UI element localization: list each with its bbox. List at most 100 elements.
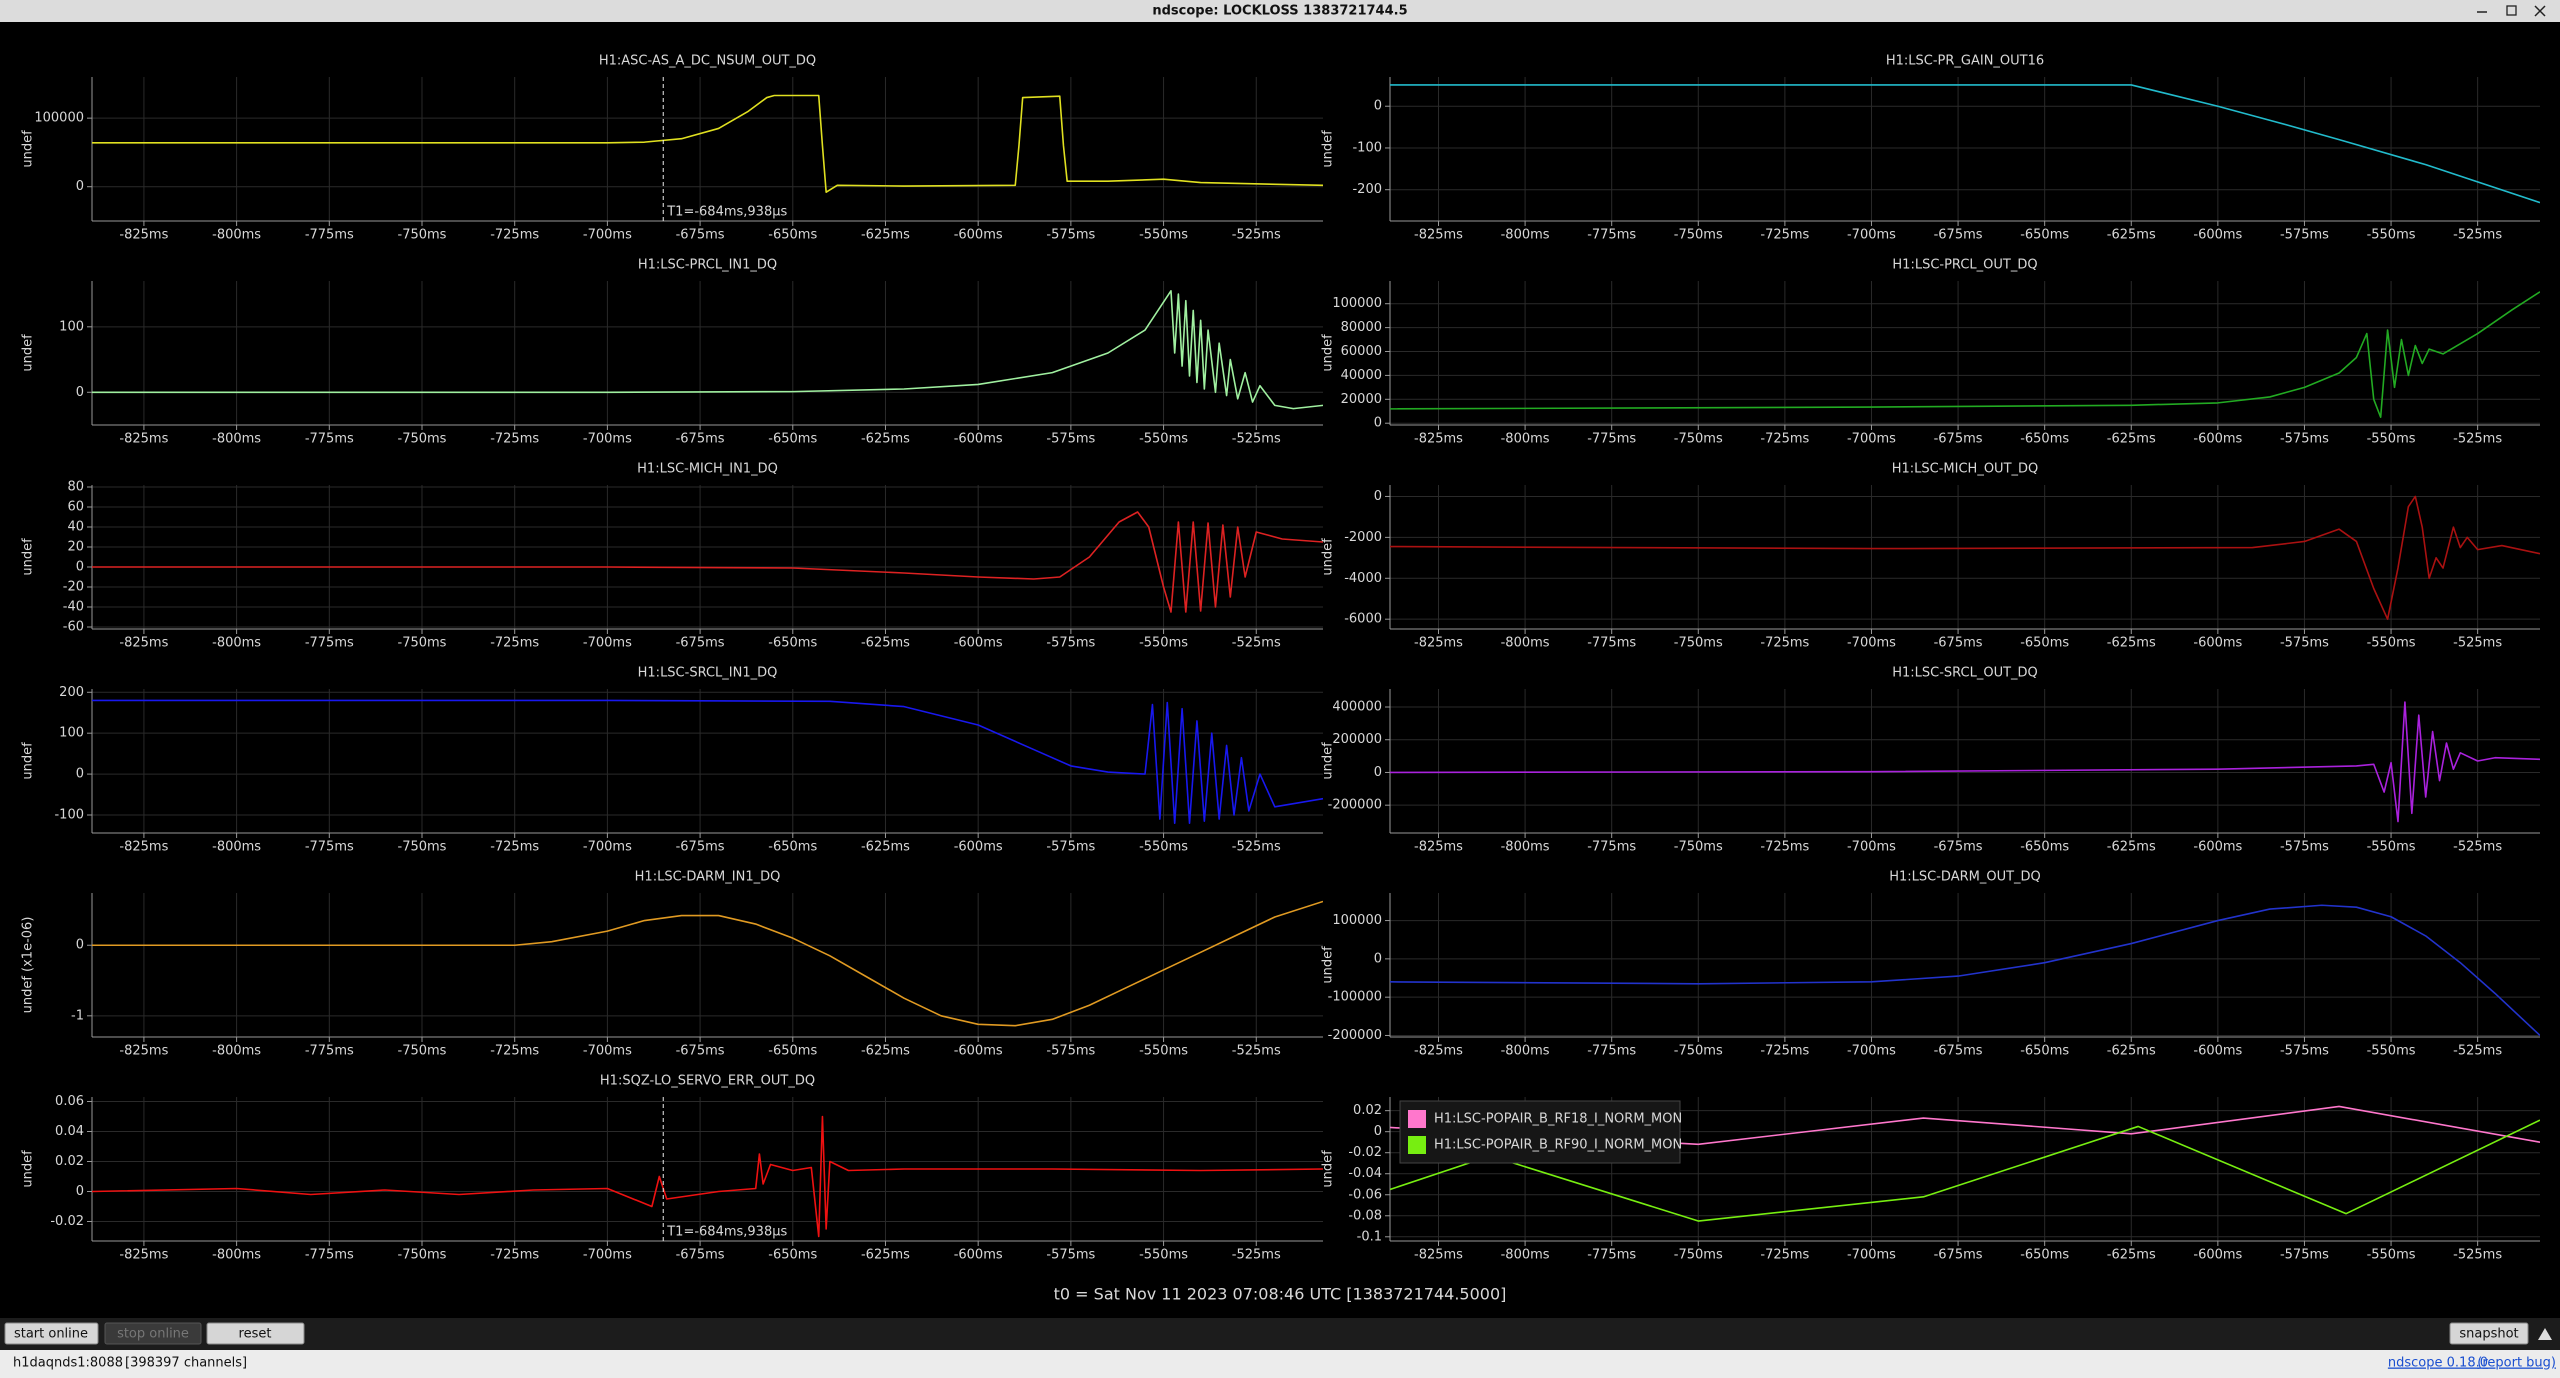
x-tick-label: -775ms (1587, 840, 1636, 855)
x-tick-label: -675ms (1934, 840, 1983, 855)
y-tick-label: 0 (76, 385, 84, 400)
x-tick-label: -600ms (954, 1044, 1003, 1059)
x-tick-label: -775ms (1587, 636, 1636, 651)
x-tick-label: -650ms (768, 432, 817, 447)
x-tick-label: -675ms (676, 636, 725, 651)
x-tick-label: -625ms (861, 1248, 910, 1263)
button-label: stop online (117, 1327, 189, 1342)
server-label: h1daqnds1:8088 (13, 1356, 123, 1371)
x-tick-label: -775ms (305, 1248, 354, 1263)
reset-button[interactable]: reset (206, 1322, 305, 1345)
x-tick-label: -600ms (2193, 636, 2242, 651)
start-online-button[interactable]: start online (4, 1322, 99, 1345)
y-tick-label: -100 (1352, 140, 1382, 155)
series-line (92, 290, 1323, 410)
maximize-button[interactable] (2506, 5, 2517, 16)
legend-box (1399, 1100, 1681, 1164)
x-tick-label: -550ms (1139, 840, 1188, 855)
x-tick-label: -750ms (1674, 1044, 1723, 1059)
y-tick-label: 100 (59, 319, 84, 334)
x-tick-label: -625ms (2107, 432, 2156, 447)
y-tick-label: 0.02 (55, 1154, 84, 1169)
x-tick-label: -625ms (861, 432, 910, 447)
button-frame[interactable] (2449, 1322, 2529, 1345)
x-tick-label: -700ms (583, 840, 632, 855)
window-controls[interactable] (2477, 5, 2546, 17)
x-tick-label: -600ms (954, 432, 1003, 447)
y-tick-label: -0.06 (1348, 1187, 1382, 1202)
button-frame[interactable] (206, 1322, 305, 1345)
x-tick-label: -675ms (676, 840, 725, 855)
x-tick-label: -550ms (2367, 1248, 2416, 1263)
x-tick-label: -675ms (1934, 1044, 1983, 1059)
report-bug-link[interactable]: (report bug) (2477, 1356, 2556, 1371)
cursor-label: T1=-684ms,938µs (666, 1225, 787, 1240)
x-tick-label: -825ms (1414, 636, 1463, 651)
x-tick-label: -825ms (119, 1248, 168, 1263)
y-tick-label: 0 (76, 1184, 84, 1199)
y-tick-label: 0.04 (55, 1124, 84, 1139)
plot-title: H1:LSC-PRCL_OUT_DQ (1892, 258, 2037, 273)
x-tick-label: -650ms (2020, 1044, 2069, 1059)
x-tick-label: -550ms (2367, 636, 2416, 651)
y-tick-label: -100 (54, 808, 84, 823)
x-tick-label: -550ms (1139, 432, 1188, 447)
x-tick-label: -825ms (1414, 432, 1463, 447)
x-tick-label: -775ms (305, 432, 354, 447)
x-tick-label: -675ms (1934, 228, 1983, 243)
x-tick-label: -600ms (2193, 1248, 2242, 1263)
button-frame (104, 1322, 202, 1345)
x-tick-label: -650ms (768, 840, 817, 855)
series-line (1390, 84, 2540, 204)
x-tick-label: -725ms (1760, 1248, 1809, 1263)
x-tick-label: -650ms (768, 228, 817, 243)
button-label[interactable]: start online (14, 1327, 88, 1342)
x-tick-label: -700ms (1847, 1248, 1896, 1263)
x-tick-label: -550ms (2367, 1044, 2416, 1059)
y-tick-label: 60000 (1341, 344, 1382, 359)
y-tick-label: 0 (1374, 489, 1382, 504)
y-tick-label: -0.04 (1348, 1166, 1382, 1181)
x-tick-label: -825ms (119, 840, 168, 855)
y-tick-label: 0 (1374, 951, 1382, 966)
y-tick-label: 200 (59, 685, 84, 700)
t0-label: t0 = Sat Nov 11 2023 07:08:46 UTC [13837… (1054, 1285, 1507, 1304)
x-tick-label: -525ms (2453, 432, 2502, 447)
y-axis-label: undef (1321, 1150, 1336, 1188)
x-tick-label: -775ms (305, 228, 354, 243)
x-tick-label: -700ms (583, 1248, 632, 1263)
x-tick-label: -775ms (305, 1044, 354, 1059)
x-tick-label: -750ms (398, 1044, 447, 1059)
x-tick-label: -825ms (1414, 840, 1463, 855)
y-tick-label: 0 (1374, 1124, 1382, 1139)
x-tick-label: -600ms (954, 840, 1003, 855)
plot-title: H1:LSC-DARM_OUT_DQ (1889, 870, 2041, 885)
expand-toggle[interactable] (2538, 1328, 2552, 1340)
close-button[interactable] (2534, 5, 2546, 17)
x-tick-label: -750ms (1674, 432, 1723, 447)
x-tick-label: -550ms (2367, 432, 2416, 447)
plot-title: H1:ASC-AS_A_DC_NSUM_OUT_DQ (599, 54, 816, 69)
y-tick-label: 200000 (1332, 732, 1382, 747)
button-label[interactable]: snapshot (2459, 1327, 2518, 1342)
x-tick-label: -725ms (1760, 636, 1809, 651)
button-label[interactable]: reset (239, 1327, 272, 1342)
x-tick-label: -775ms (1587, 1044, 1636, 1059)
y-tick-label: -60 (63, 620, 84, 635)
y-tick-label: 0 (1374, 416, 1382, 431)
x-tick-label: -825ms (119, 1044, 168, 1059)
snapshot-button[interactable]: snapshot (2449, 1322, 2529, 1345)
x-tick-label: -750ms (398, 228, 447, 243)
button-frame[interactable] (4, 1322, 99, 1345)
y-tick-label: 100000 (1332, 913, 1382, 928)
x-tick-label: -600ms (2193, 228, 2242, 243)
x-tick-label: -725ms (490, 228, 539, 243)
x-tick-label: -525ms (2453, 1248, 2502, 1263)
y-tick-label: -6000 (1344, 612, 1382, 627)
y-tick-label: 0 (76, 560, 84, 575)
x-tick-label: -725ms (490, 1044, 539, 1059)
version-link[interactable]: ndscope 0.18.0 (2388, 1356, 2488, 1371)
x-tick-label: -525ms (1232, 228, 1281, 243)
